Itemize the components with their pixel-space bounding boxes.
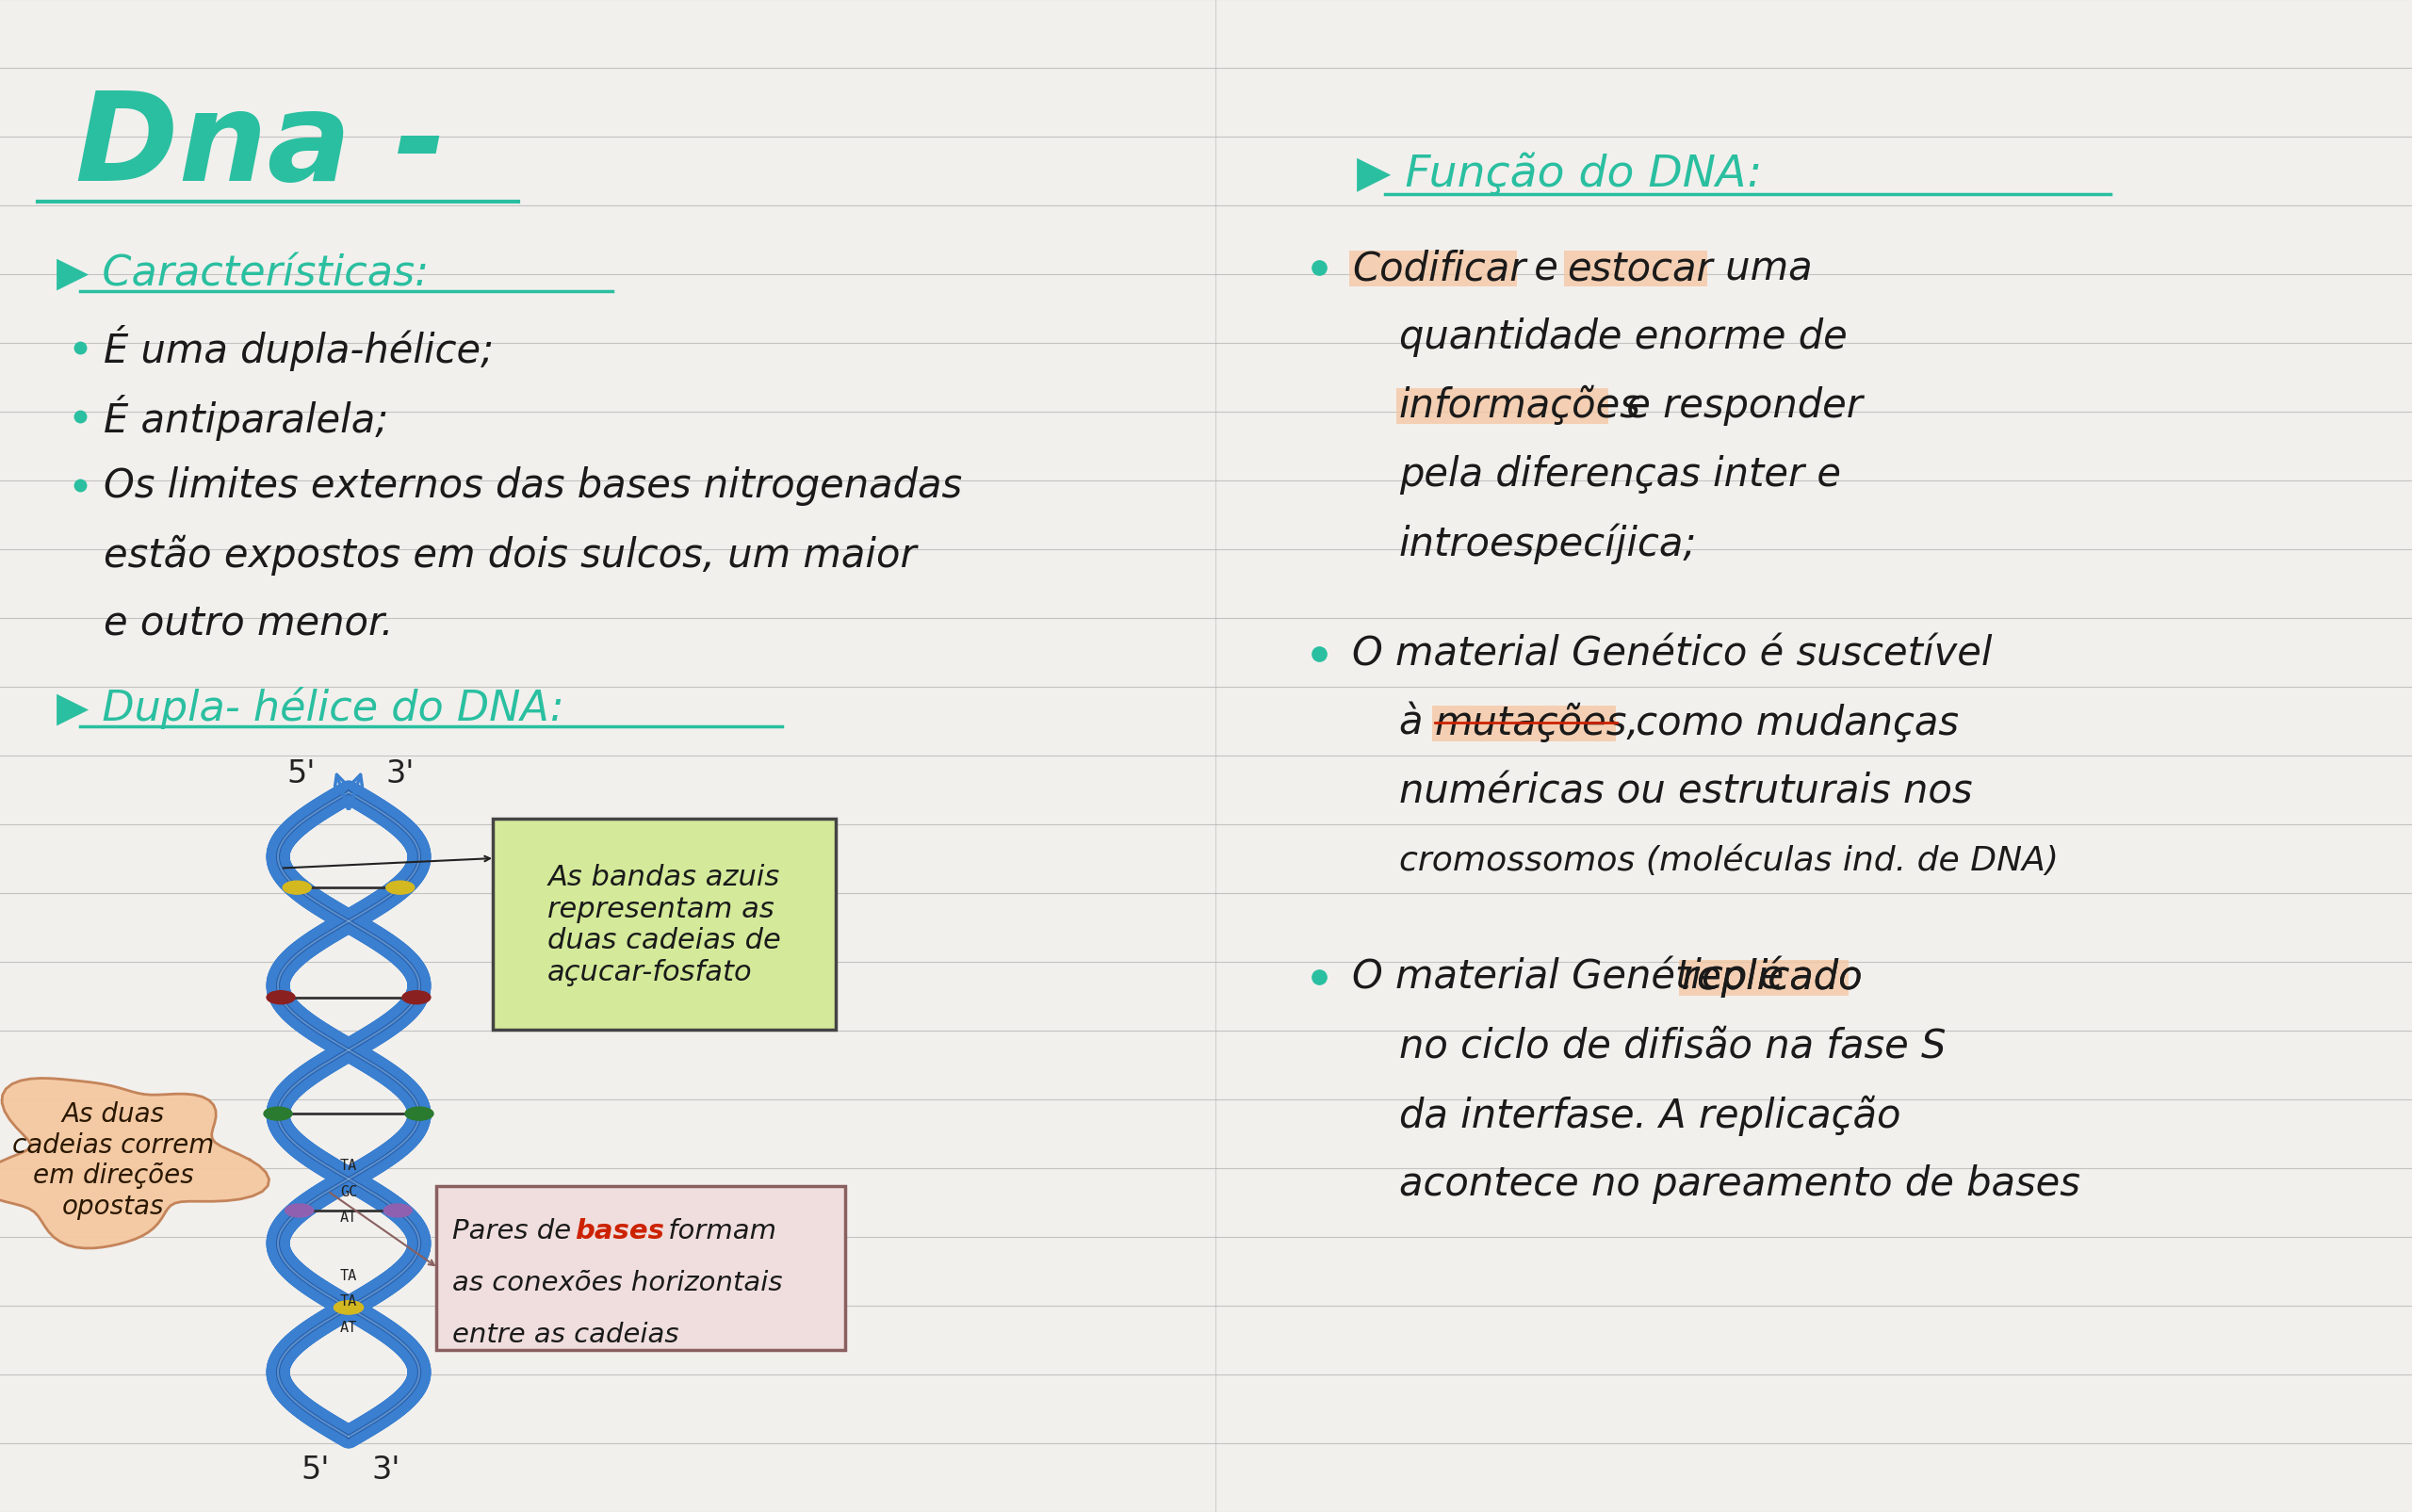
Text: pela diferenças inter e: pela diferenças inter e bbox=[1399, 455, 1840, 494]
Ellipse shape bbox=[384, 1204, 412, 1217]
Text: e outro menor.: e outro menor. bbox=[104, 603, 393, 643]
Text: introespecíjica;: introespecíjica; bbox=[1399, 523, 1698, 564]
Text: Os limites externos das bases nitrogenadas: Os limites externos das bases nitrogenad… bbox=[104, 466, 962, 505]
Text: como mudanças: como mudanças bbox=[1623, 703, 1959, 742]
Ellipse shape bbox=[386, 881, 415, 895]
Text: AT: AT bbox=[340, 1210, 357, 1225]
Text: AT: AT bbox=[340, 1320, 357, 1334]
Text: cromossomos (moléculas ind. de DNA): cromossomos (moléculas ind. de DNA) bbox=[1399, 845, 2060, 877]
Ellipse shape bbox=[335, 1300, 364, 1314]
Ellipse shape bbox=[405, 1107, 434, 1120]
Ellipse shape bbox=[282, 881, 311, 895]
Ellipse shape bbox=[403, 990, 429, 1004]
FancyBboxPatch shape bbox=[492, 820, 835, 1030]
Text: e responder: e responder bbox=[1614, 386, 1862, 425]
Text: as conexões horizontais: as conexões horizontais bbox=[453, 1269, 781, 1296]
Text: ▶ Função do DNA:: ▶ Função do DNA: bbox=[1356, 153, 1763, 195]
Text: TA: TA bbox=[340, 1158, 357, 1173]
Text: estocar: estocar bbox=[1568, 248, 1713, 289]
FancyBboxPatch shape bbox=[437, 1187, 844, 1350]
Ellipse shape bbox=[285, 1204, 314, 1217]
Text: entre as cadeias: entre as cadeias bbox=[453, 1321, 678, 1347]
Text: É antiparalela;: É antiparalela; bbox=[104, 395, 388, 440]
Text: acontece no pareamento de bases: acontece no pareamento de bases bbox=[1399, 1164, 2079, 1204]
FancyBboxPatch shape bbox=[1348, 251, 1517, 287]
Text: estão expostos em dois sulcos, um maior: estão expostos em dois sulcos, um maior bbox=[104, 534, 917, 575]
Text: no ciclo de difisão na fase S: no ciclo de difisão na fase S bbox=[1399, 1027, 1946, 1066]
Text: mutações,: mutações, bbox=[1435, 703, 1640, 742]
Text: 5': 5' bbox=[302, 1455, 330, 1485]
Text: numéricas ou estruturais nos: numéricas ou estruturais nos bbox=[1399, 773, 1973, 812]
Text: ▶ Características:: ▶ Características: bbox=[55, 253, 429, 293]
Text: uma: uma bbox=[1713, 248, 1811, 289]
Text: TA: TA bbox=[340, 1269, 357, 1282]
FancyBboxPatch shape bbox=[1433, 706, 1616, 742]
Text: Codificar: Codificar bbox=[1353, 248, 1527, 289]
Text: quantidade enorme de: quantidade enorme de bbox=[1399, 318, 1848, 357]
FancyBboxPatch shape bbox=[1679, 960, 1848, 996]
Ellipse shape bbox=[263, 1107, 292, 1120]
Text: formam: formam bbox=[658, 1217, 777, 1244]
Text: e: e bbox=[1522, 248, 1570, 289]
FancyBboxPatch shape bbox=[1563, 251, 1708, 287]
Text: GC: GC bbox=[340, 1184, 357, 1199]
Text: Pares de: Pares de bbox=[453, 1217, 579, 1244]
Text: É uma dupla-hélice;: É uma dupla-hélice; bbox=[104, 325, 494, 372]
Text: replicado: replicado bbox=[1681, 957, 1864, 996]
Text: 3': 3' bbox=[386, 759, 415, 789]
Text: 3': 3' bbox=[371, 1455, 400, 1485]
Text: da interfase. A replicação: da interfase. A replicação bbox=[1399, 1095, 1901, 1136]
Ellipse shape bbox=[333, 1300, 362, 1314]
Ellipse shape bbox=[268, 990, 294, 1004]
Text: O material Genético é suscetível: O material Genético é suscetível bbox=[1353, 635, 1992, 674]
Text: à: à bbox=[1399, 703, 1435, 742]
Text: O material Genético é: O material Genético é bbox=[1353, 957, 1797, 996]
Text: informações: informações bbox=[1399, 386, 1640, 426]
Text: Dna -: Dna - bbox=[75, 86, 446, 206]
Text: TA: TA bbox=[340, 1294, 357, 1308]
Text: bases: bases bbox=[574, 1217, 663, 1244]
Text: 5': 5' bbox=[287, 759, 316, 789]
Text: ▶ Dupla- hélice do DNA:: ▶ Dupla- hélice do DNA: bbox=[55, 686, 564, 729]
Polygon shape bbox=[0, 1078, 270, 1249]
Text: As bandas azuis
representam as
duas cadeias de
açucar-fosfato: As bandas azuis representam as duas cade… bbox=[548, 863, 781, 986]
FancyBboxPatch shape bbox=[1397, 389, 1609, 425]
Text: replicado: replicado bbox=[1681, 957, 1864, 996]
Text: As duas
cadeias correm
em direções
opostas: As duas cadeias correm em direções opost… bbox=[12, 1101, 215, 1219]
